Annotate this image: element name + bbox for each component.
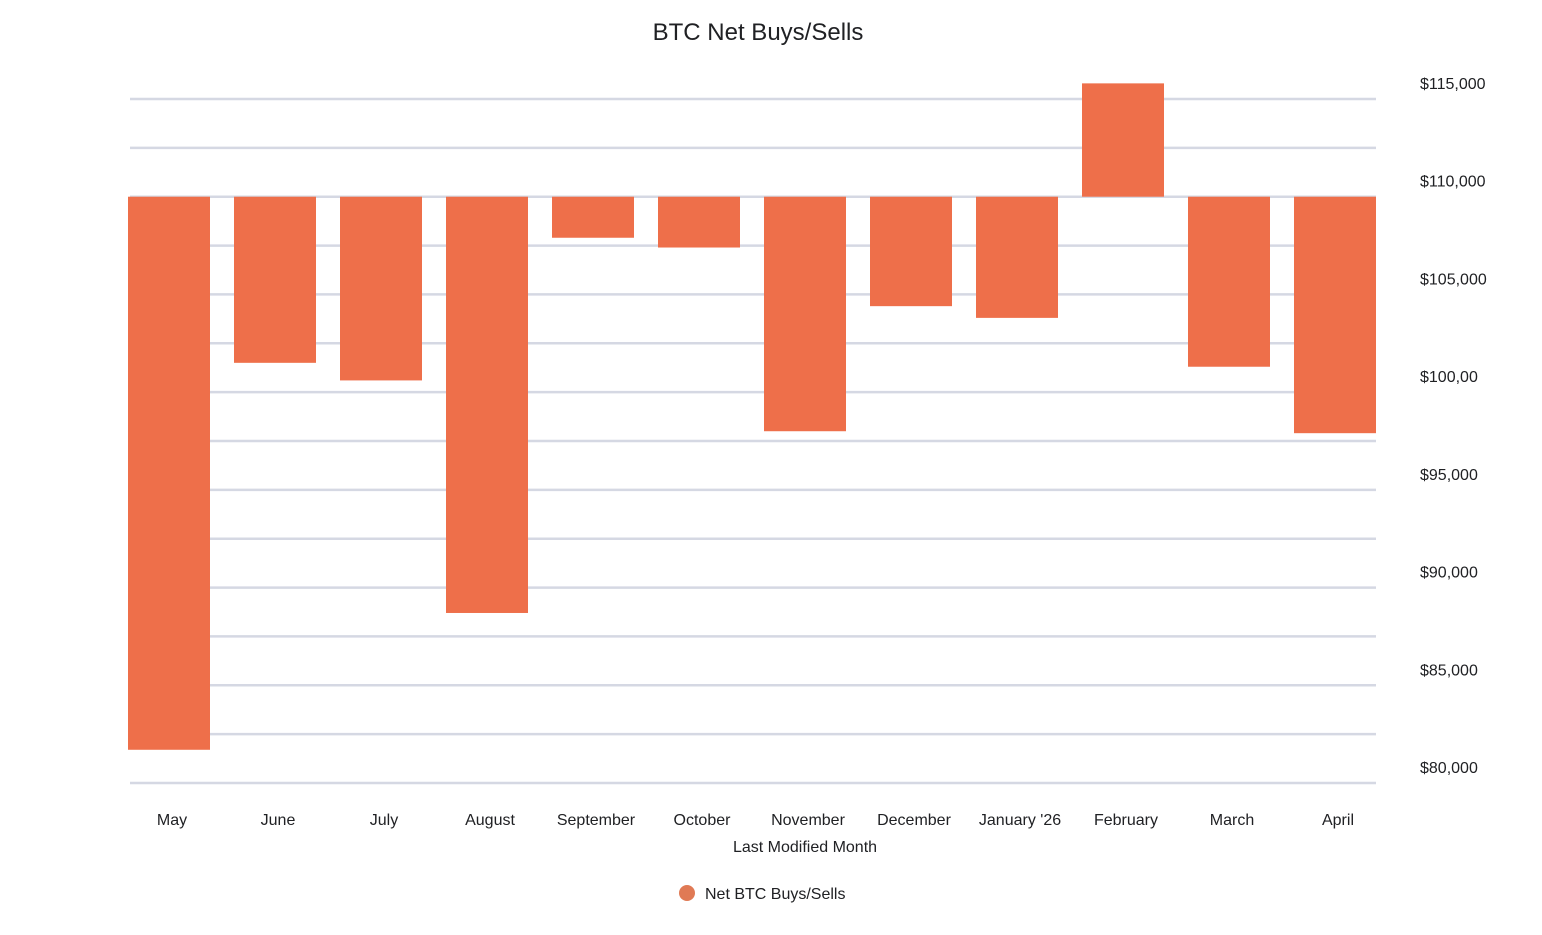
chart-title: BTC Net Buys/Sells (653, 19, 864, 46)
bar[interactable] (552, 196, 634, 238)
x-category-label: July (370, 812, 398, 829)
bar[interactable] (1082, 83, 1164, 197)
y-tick-label: $95,000 (1420, 467, 1478, 484)
x-axis-categories: May June July August September October Novembe… (157, 812, 1354, 829)
x-category-label: January '26 (979, 812, 1061, 829)
legend-label: Net BTC Buys/Sells (705, 886, 845, 903)
y-tick-label: $85,000 (1420, 662, 1478, 679)
x-category-label: June (261, 812, 296, 829)
y-tick-label: $115,000 (1420, 76, 1486, 93)
y-tick-label: $90,000 (1420, 565, 1478, 582)
bar[interactable] (446, 196, 528, 613)
bar[interactable] (658, 196, 740, 248)
y-tick-label: $105,000 (1420, 271, 1487, 288)
x-category-label: March (1210, 812, 1254, 829)
x-axis-title: Last Modified Month (733, 839, 877, 856)
bar[interactable] (870, 196, 952, 307)
gridlines (130, 97, 1376, 785)
bar[interactable] (340, 196, 422, 381)
y-tick-label: $80,000 (1420, 760, 1478, 777)
y-tick-label: $110,000 (1420, 174, 1486, 191)
legend[interactable]: Net BTC Buys/Sells (679, 885, 845, 903)
bar[interactable] (234, 196, 316, 363)
bar[interactable] (128, 196, 210, 750)
y-tick-label: $100,00 (1420, 369, 1478, 386)
bar[interactable] (1188, 196, 1270, 367)
x-category-label: May (157, 812, 187, 829)
y-axis-ticks: $80,000 $85,000 $90,000 $95,000 $100,00 $105,… (1420, 76, 1487, 777)
x-category-label: September (557, 812, 636, 829)
x-category-label: August (465, 812, 515, 829)
x-category-label: November (771, 812, 845, 829)
x-category-label: October (674, 812, 732, 829)
legend-marker-icon (679, 885, 695, 901)
x-category-label: December (877, 812, 951, 829)
bar[interactable] (1294, 196, 1376, 434)
x-category-label: April (1322, 812, 1354, 829)
bar[interactable] (764, 196, 846, 432)
x-category-label: February (1094, 812, 1158, 829)
bars (128, 83, 1376, 750)
bar[interactable] (976, 196, 1058, 318)
